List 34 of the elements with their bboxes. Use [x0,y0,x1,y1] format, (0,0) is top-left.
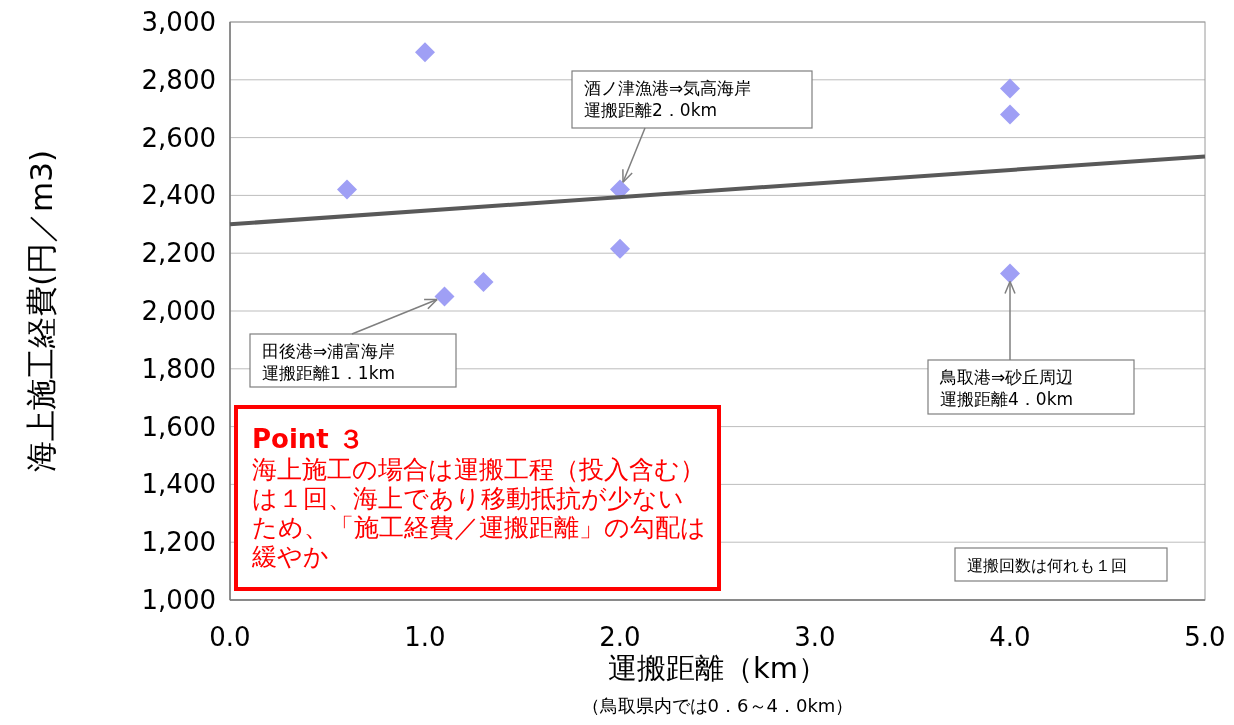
y-tick-label: 1,400 [141,469,216,500]
point [1000,104,1020,125]
annotation: 運搬回数は何れも１回 [967,556,1127,575]
x-tick-label: 2.0 [599,622,641,652]
y-tick-label: 1,600 [141,411,216,442]
point [415,42,435,63]
y-tick-label: 1,000 [141,585,216,615]
annotation: 田後港⇒浦富海岸運搬距離1．1km [262,341,396,383]
x-tick-label: 4.0 [989,622,1031,652]
annotation: 鳥取港⇒砂丘周辺運搬距離4．0km [939,367,1074,409]
x-tick-label: 3.0 [794,622,836,652]
annotation: Point ３ [252,424,364,454]
point [610,238,630,259]
annotation: 酒ノ津漁港⇒気高海岸運搬距離2．0km [584,78,752,120]
y-tick-label: 2,800 [141,64,216,95]
y-tick-label: 2,000 [141,296,216,326]
y-tick-label: 2,600 [141,122,216,153]
point [1000,78,1020,99]
annotation: 海上施工の場合は運搬工程（投入含む）は１回、海上であり移動抵抗が少ないため、「施工経費／運搬距離」の勾配は緩やか [251,455,706,571]
point [337,179,357,200]
point [473,272,494,293]
y-tick-label: 2,400 [141,180,216,211]
y-tick-label: 1,200 [141,527,216,558]
text: （鳥取県内では0．6～4．0km） [581,695,854,716]
x-tick-label: 0.0 [209,622,251,652]
y-tick-label: 1,800 [141,353,216,384]
x-axis-title: 運搬距離（km） [607,651,828,685]
point [434,286,455,307]
point [1000,263,1020,284]
y-axis-title: 海上施工経費(円／m3) [23,149,59,473]
y-tick-label: 3,000 [141,7,216,37]
y-tick-label: 2,200 [141,238,216,269]
x-tick-label: 5.0 [1184,622,1226,652]
x-tick-label: 1.0 [404,622,446,652]
